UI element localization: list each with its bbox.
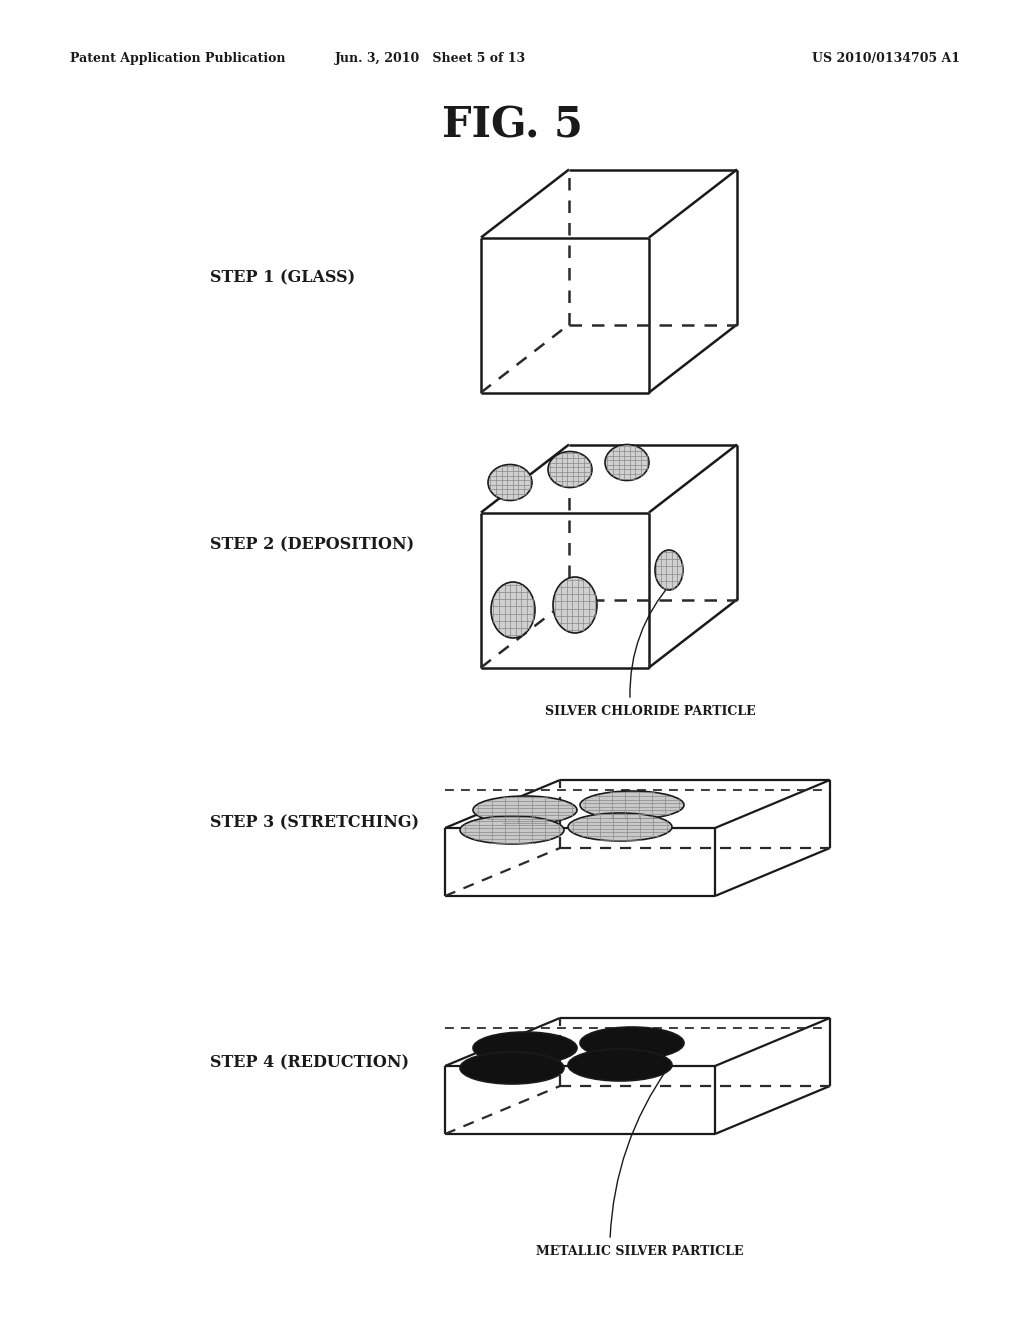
Text: Jun. 3, 2010   Sheet 5 of 13: Jun. 3, 2010 Sheet 5 of 13 (335, 51, 525, 65)
Ellipse shape (473, 1032, 577, 1064)
Text: STEP 2 (DEPOSITION): STEP 2 (DEPOSITION) (210, 536, 414, 553)
Text: US 2010/0134705 A1: US 2010/0134705 A1 (812, 51, 961, 65)
Ellipse shape (488, 465, 532, 500)
Ellipse shape (473, 796, 577, 824)
Ellipse shape (460, 816, 564, 843)
Text: FIG. 5: FIG. 5 (441, 106, 583, 147)
Text: STEP 1 (GLASS): STEP 1 (GLASS) (210, 269, 355, 286)
Text: Patent Application Publication: Patent Application Publication (70, 51, 286, 65)
Ellipse shape (568, 813, 672, 841)
Text: STEP 3 (STRETCHING): STEP 3 (STRETCHING) (210, 814, 419, 832)
Text: STEP 4 (REDUCTION): STEP 4 (REDUCTION) (210, 1055, 409, 1072)
Ellipse shape (548, 451, 592, 487)
Ellipse shape (460, 1052, 564, 1084)
Ellipse shape (490, 582, 535, 638)
Text: SILVER CHLORIDE PARTICLE: SILVER CHLORIDE PARTICLE (545, 705, 756, 718)
Ellipse shape (553, 577, 597, 634)
Ellipse shape (655, 550, 683, 590)
Ellipse shape (580, 791, 684, 818)
Ellipse shape (580, 1027, 684, 1059)
Ellipse shape (568, 1049, 672, 1081)
Ellipse shape (605, 445, 649, 480)
Text: METALLIC SILVER PARTICLE: METALLIC SILVER PARTICLE (537, 1245, 743, 1258)
